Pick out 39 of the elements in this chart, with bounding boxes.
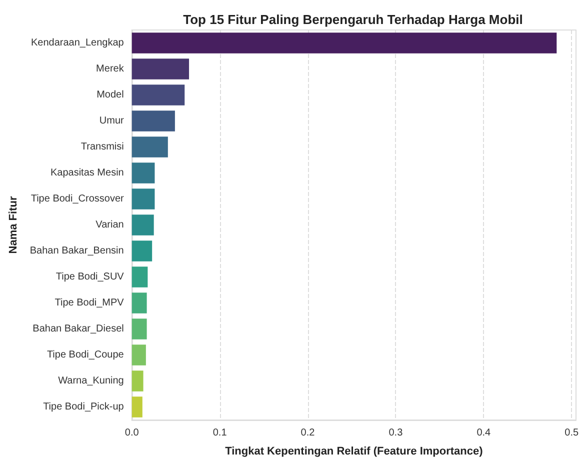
y-tick-label: Warna_Kuning xyxy=(58,376,124,386)
y-tick-label: Tipe Bodi_Coupe xyxy=(46,350,124,360)
x-tick-label: 0.2 xyxy=(300,428,316,438)
y-tick-label: Kendaraan_Lengkap xyxy=(30,38,124,48)
bar xyxy=(132,110,175,132)
x-tick-label: 0.1 xyxy=(212,428,228,438)
y-tick-label: Transmisi xyxy=(80,142,124,152)
y-tick-label: Tipe Bodi_Crossover xyxy=(30,194,125,204)
x-tick-label: 0.5 xyxy=(564,428,579,438)
bar xyxy=(132,32,557,54)
y-tick-label: Bahan Bakar_Diesel xyxy=(32,324,124,334)
bar xyxy=(132,396,142,418)
y-tick-label: Kapasitas Mesin xyxy=(50,168,124,178)
bar xyxy=(132,344,146,366)
bar xyxy=(132,58,190,80)
y-tick-label: Umur xyxy=(99,116,125,126)
bar xyxy=(132,136,168,158)
y-tick-label: Varian xyxy=(96,220,124,230)
bar xyxy=(132,162,155,184)
bar xyxy=(132,84,185,106)
y-tick-label: Model xyxy=(96,90,124,100)
bar xyxy=(132,266,148,288)
y-tick-label: Bahan Bakar_Bensin xyxy=(30,246,124,256)
y-tick-label: Tipe Bodi_Pick-up xyxy=(43,402,124,412)
bar xyxy=(132,240,152,262)
bar xyxy=(132,292,147,314)
y-tick-label: Tipe Bodi_MPV xyxy=(54,298,124,308)
x-axis-title: Tingkat Kepentingan Relatif (Feature Importance) xyxy=(225,446,484,458)
bar xyxy=(132,188,155,210)
bar xyxy=(132,370,144,392)
x-tick-label: 0.0 xyxy=(124,428,140,438)
bar xyxy=(132,214,154,236)
bar xyxy=(132,318,147,340)
x-tick-label: 0.3 xyxy=(388,428,404,438)
y-tick-label: Tipe Bodi_SUV xyxy=(56,272,124,282)
chart-title: Top 15 Fitur Paling Berpengaruh Terhadap Harga Mobil xyxy=(183,12,523,27)
y-tick-label: Merek xyxy=(96,64,125,74)
x-tick-label: 0.4 xyxy=(476,428,492,438)
y-axis-title: Nama Fitur xyxy=(8,196,20,254)
